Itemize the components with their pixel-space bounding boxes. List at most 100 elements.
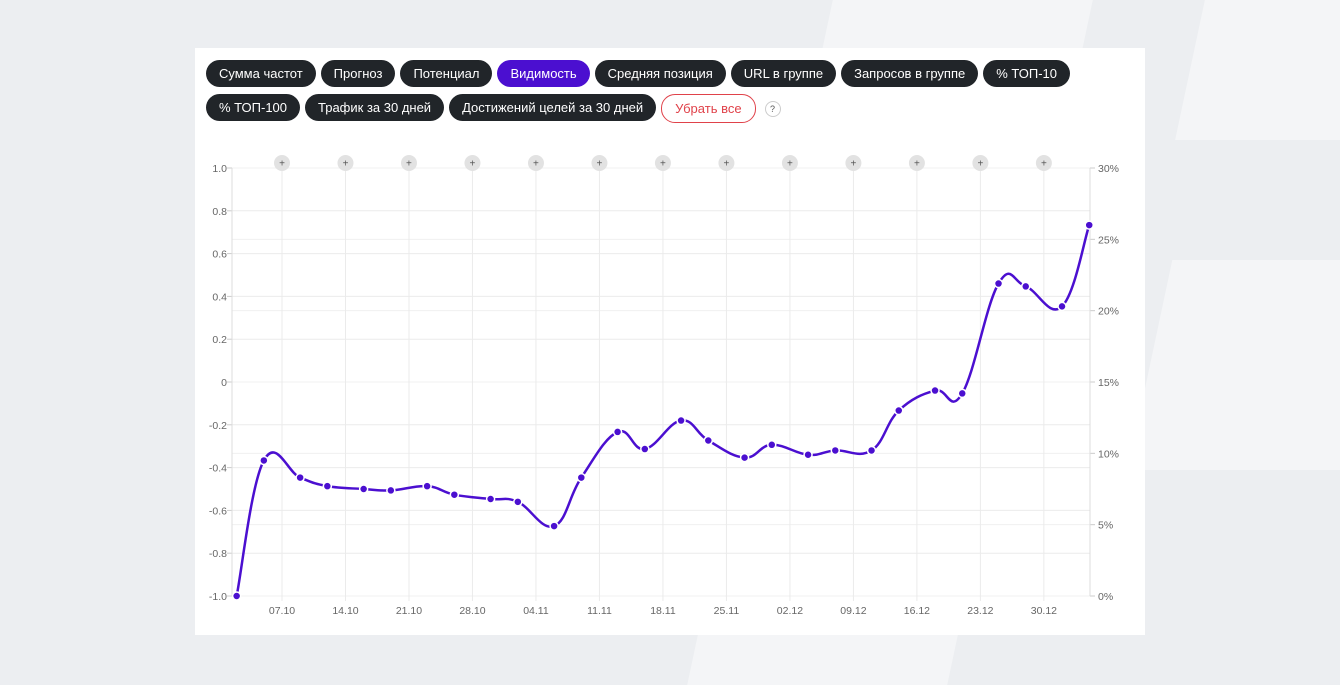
metric-button[interactable]: Сумма частот	[206, 60, 316, 87]
right-axis-tick: 10%	[1098, 448, 1119, 460]
data-point	[703, 435, 714, 446]
left-axis-tick: 0.8	[212, 206, 227, 218]
right-axis-tick: 15%	[1098, 377, 1119, 389]
left-axis-tick: -0.6	[209, 505, 227, 517]
data-point	[576, 472, 587, 483]
add-annotation-button[interactable]	[1035, 155, 1052, 171]
metric-button[interactable]: Достижений целей за 30 дней	[449, 94, 657, 121]
left-axis-tick: 0	[221, 377, 227, 389]
left-axis-tick: 1.0	[212, 163, 227, 175]
data-point	[358, 484, 369, 494]
plus-icon: +	[724, 159, 730, 170]
x-axis-tick: 28.10	[459, 605, 485, 617]
x-axis-tick: 04.11	[523, 605, 549, 617]
left-axis-tick: 0.4	[212, 291, 227, 303]
data-point	[930, 385, 940, 396]
plus-icon: +	[406, 159, 412, 170]
data-point	[386, 485, 396, 496]
plus-icon: +	[787, 159, 793, 170]
add-annotation-button[interactable]	[781, 155, 798, 171]
data-point	[422, 481, 432, 491]
add-annotation-button[interactable]	[527, 155, 544, 171]
plus-icon: +	[914, 159, 920, 170]
data-point	[295, 472, 305, 483]
right-axis-tick: 25%	[1098, 234, 1119, 246]
data-point	[739, 452, 750, 463]
plus-icon: +	[470, 159, 476, 170]
data-point	[1084, 220, 1094, 230]
data-point	[803, 450, 813, 460]
right-axis-tick: 20%	[1098, 306, 1119, 318]
data-point	[449, 489, 460, 500]
background-shape	[1127, 260, 1340, 470]
plus-icon: +	[533, 159, 539, 170]
plus-icon: +	[597, 159, 603, 170]
x-axis-tick: 09.12	[840, 605, 866, 617]
plus-icon: +	[343, 159, 349, 170]
data-point	[640, 444, 650, 454]
metric-button[interactable]: URL в группе	[730, 60, 837, 87]
help-icon[interactable]: ?	[764, 101, 781, 117]
clear-all-button[interactable]: Убрать все	[661, 94, 756, 123]
left-axis-tick: -0.4	[209, 463, 227, 475]
data-point	[894, 405, 904, 416]
add-annotation-button[interactable]	[591, 155, 608, 171]
data-point	[1057, 301, 1067, 312]
plus-icon: +	[1041, 159, 1047, 170]
data-point	[231, 591, 242, 601]
data-point	[957, 388, 967, 399]
x-axis-tick: 25.11	[714, 605, 740, 617]
metric-toolbar: Сумма частот Прогноз Потенциал Видимость Сре…	[206, 60, 1106, 123]
metric-button[interactable]: Средняя позиция	[594, 60, 726, 87]
x-axis-tick: 18.11	[650, 605, 676, 617]
metric-button[interactable]: Трафик за 30 дней	[305, 94, 445, 121]
add-annotation-button[interactable]	[337, 155, 354, 171]
data-point	[549, 521, 559, 531]
add-annotation-button[interactable]	[400, 155, 417, 171]
plus-icon: +	[977, 159, 983, 170]
right-axis-tick: 0%	[1098, 591, 1113, 603]
plus-icon: +	[850, 159, 856, 170]
x-axis-tick: 07.10	[269, 605, 295, 617]
metric-button[interactable]: Запросов в группе	[841, 60, 979, 87]
visibility-chart: 1.0 0.8 0.6 0.4 0.2 0 -0.2 -0.4 -0.6 -0.8 -1.0 30% 2…	[209, 155, 1119, 617]
add-annotation-button[interactable]	[718, 155, 735, 171]
x-axis-tick: 11.11	[587, 605, 612, 617]
left-axis-tick: 0.2	[212, 334, 227, 346]
plus-icon: +	[660, 159, 666, 170]
chart-card: Сумма частот Прогноз Потенциал Видимость Сре…	[195, 48, 1145, 635]
left-axis-tick: -0.2	[209, 420, 227, 432]
data-point	[1020, 281, 1031, 292]
add-annotation-button[interactable]	[972, 155, 989, 171]
right-axis-tick: 30%	[1098, 163, 1119, 175]
plus-icon: +	[279, 159, 285, 170]
data-point	[322, 481, 333, 491]
data-point	[830, 445, 841, 456]
x-axis-tick: 30.12	[1031, 605, 1057, 617]
metric-button[interactable]: Потенциал	[400, 60, 493, 87]
x-axis-tick: 21.10	[396, 605, 422, 617]
x-axis-tick: 02.12	[777, 605, 803, 617]
metric-button[interactable]: % ТОП-10	[983, 60, 1071, 87]
x-axis-tick: 23.12	[967, 605, 993, 617]
data-point	[993, 278, 1004, 289]
add-annotation-button[interactable]	[908, 155, 925, 171]
data-point	[767, 440, 777, 450]
metric-button[interactable]: Прогноз	[320, 60, 396, 87]
add-annotation-button[interactable]	[654, 155, 671, 171]
left-axis-tick: -0.8	[209, 548, 227, 560]
right-axis-tick: 5%	[1098, 520, 1113, 532]
x-axis-tick: 16.12	[904, 605, 930, 617]
add-annotation-button[interactable]	[274, 155, 290, 171]
add-annotation-button[interactable]	[845, 155, 862, 171]
background-shape	[1175, 0, 1340, 140]
data-point	[612, 427, 623, 437]
metric-button[interactable]: % ТОП-100	[206, 94, 301, 121]
data-point	[866, 445, 877, 456]
left-axis-tick: 0.6	[212, 249, 227, 261]
x-axis-tick: 14.10	[332, 605, 358, 617]
metric-button[interactable]: Видимость	[497, 60, 590, 87]
add-annotation-button[interactable]	[464, 155, 481, 171]
data-point	[513, 497, 523, 507]
data-point	[676, 415, 686, 426]
